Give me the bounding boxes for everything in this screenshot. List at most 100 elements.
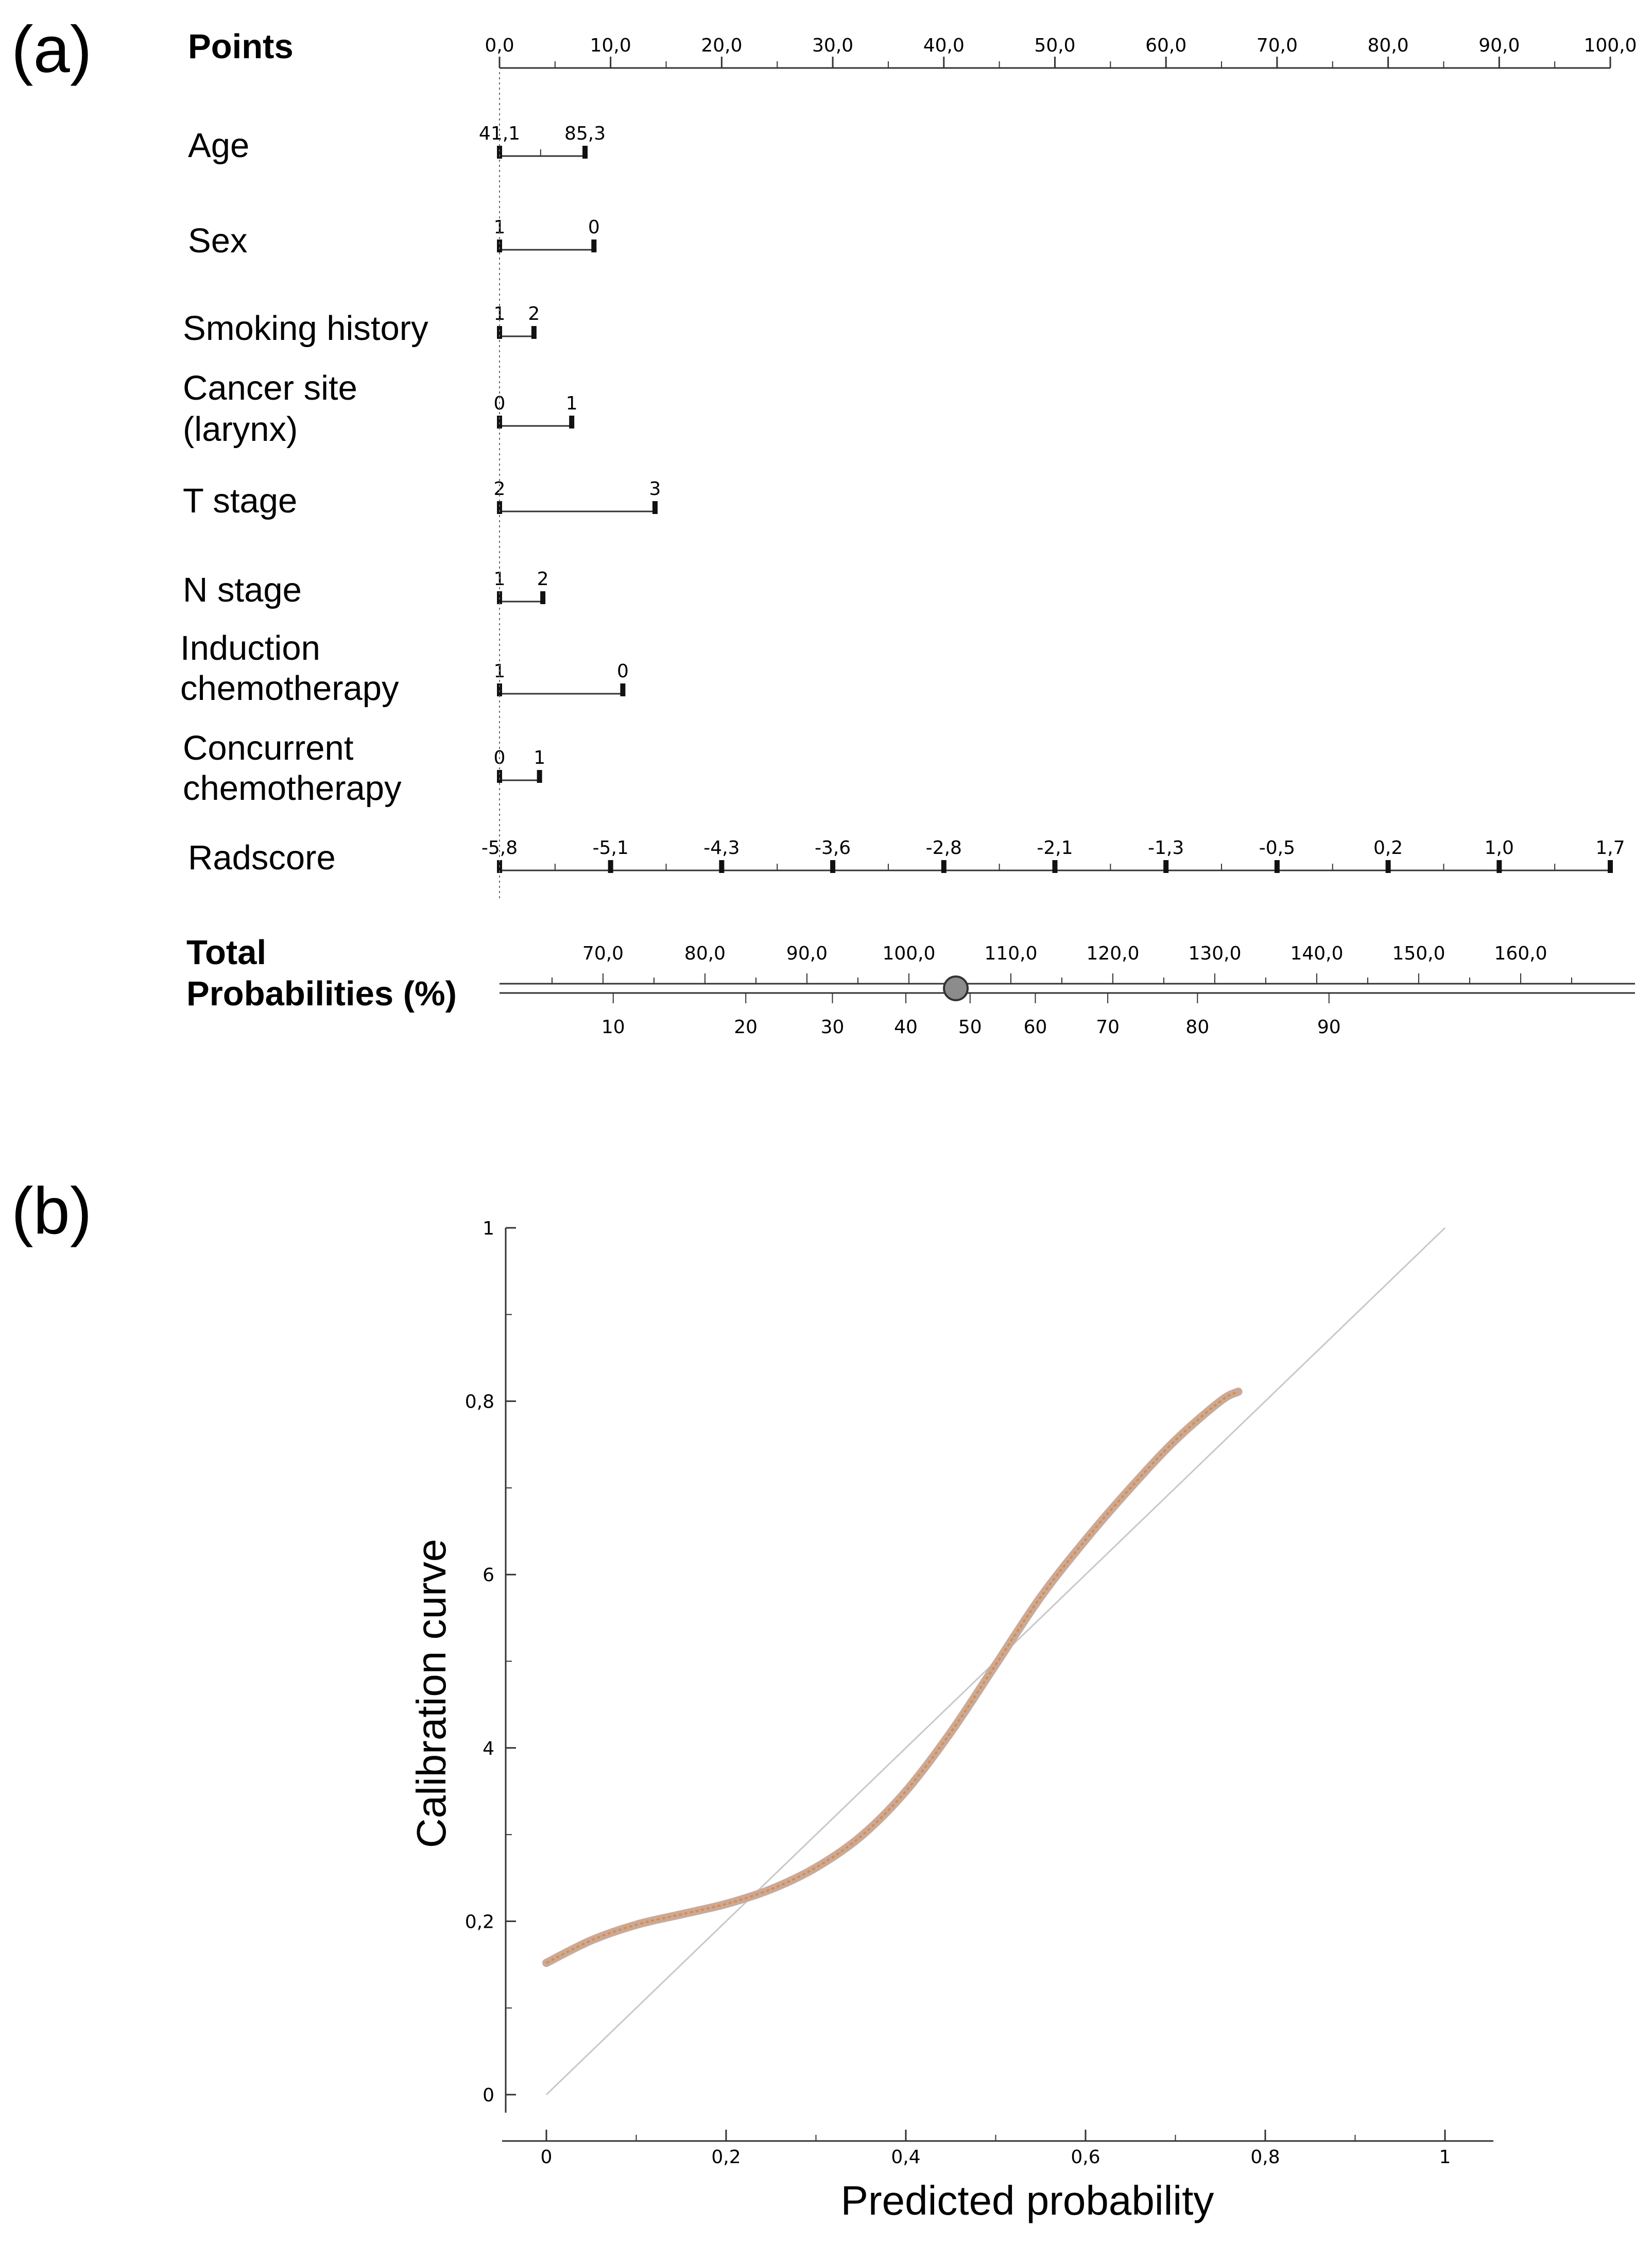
- total-tick-label: 160,0: [1494, 943, 1547, 964]
- row-cancer-site-larynx-tick: [497, 416, 502, 429]
- row-n-stage-label-line: N stage: [183, 571, 302, 609]
- row-concurrent-chemotherapy-label-line: chemotherapy: [183, 769, 402, 808]
- row-radscore-tick: [941, 860, 947, 873]
- row-concurrent-chemotherapy-tick: [537, 770, 542, 783]
- row-concurrent-chemotherapy-label-line: Concurrent: [183, 729, 354, 767]
- row-points-tick-label: 100,0: [1584, 35, 1637, 56]
- x-axis-title: Predicted probability: [841, 2178, 1214, 2223]
- row-points-tick-label: 30,0: [812, 35, 853, 56]
- row-radscore-tick-label: -1,3: [1148, 837, 1184, 859]
- row-points-label-line: Points: [188, 27, 294, 66]
- row-sex-label: Sex: [188, 221, 247, 260]
- probability-tick-label: 70: [1096, 1017, 1120, 1038]
- row-sex-tick: [497, 239, 502, 252]
- row-induction-chemotherapy-label-line: chemotherapy: [180, 669, 399, 708]
- row-cancer-site-larynx: Cancer site (larynx)0 1: [183, 369, 578, 449]
- probability-tick-label: 20: [734, 1017, 758, 1038]
- row-induction-chemotherapy: Induction chemotherapy 1 0: [180, 629, 629, 708]
- row-radscore-tick: [830, 860, 836, 873]
- row-radscore-tick: [1274, 860, 1280, 873]
- x-tick-label: 0,8: [1250, 2147, 1280, 2168]
- row-radscore-tick: [1385, 860, 1391, 873]
- row-smoking-history-tick: [531, 326, 537, 339]
- row-cancer-site-larynx-label: Cancer site (larynx): [183, 369, 357, 449]
- row-radscore-tick-label: 1,7: [1595, 837, 1625, 859]
- row-age-tick: [497, 146, 502, 159]
- probability-tick-label: 40: [894, 1017, 918, 1038]
- row-smoking-history-label-line: Smoking history: [183, 309, 428, 348]
- total-axis-title-line: Total: [186, 933, 266, 972]
- total-tick-label: 80,0: [684, 943, 726, 964]
- row-radscore-label: Radscore: [188, 838, 336, 877]
- calibration-curve-line: [546, 1391, 1239, 1964]
- probability-tick-label: 60: [1024, 1017, 1047, 1038]
- row-n-stage: N stage 1 2: [183, 569, 549, 609]
- row-radscore-tick-label: -4,3: [703, 837, 739, 859]
- total-tick-label: 120,0: [1086, 943, 1139, 964]
- x-tick-label: 0,2: [711, 2147, 741, 2168]
- row-sex-tick-label: 0: [588, 217, 600, 238]
- total-tick-label: 150,0: [1392, 943, 1445, 964]
- row-t-stage-label-line: T stage: [183, 482, 297, 520]
- total-probability-axis: Total Probabilities (%) 70,0 80,0 90,0 100,0 1…: [186, 933, 1635, 1038]
- calibration-chart: 0 0,2 0,4 0,6 0,8 1 0 0,2 4 6 0,8 1 Predicted probab…: [408, 1218, 1493, 2223]
- total-tick-label: 100,0: [882, 943, 935, 964]
- row-radscore-tick: [1496, 860, 1502, 873]
- row-concurrent-chemotherapy-tick: [497, 770, 502, 783]
- row-radscore-tick-label: -3,6: [815, 837, 851, 859]
- x-tick-label: 0,4: [891, 2147, 920, 2168]
- row-t-stage-tick: [652, 501, 658, 514]
- total-axis-title: Total Probabilities (%): [186, 933, 457, 1013]
- row-age-label: Age: [188, 126, 249, 165]
- row-t-stage-tick-label: 2: [494, 478, 506, 500]
- x-tick-label: 0: [541, 2147, 553, 2168]
- row-smoking-history-tick: [497, 326, 502, 339]
- row-induction-chemotherapy-tick: [620, 683, 626, 696]
- y-tick-label: 0: [483, 2085, 494, 2106]
- total-tick-label: 110,0: [984, 943, 1037, 964]
- row-smoking-history: Smoking history 1 2: [183, 303, 540, 348]
- row-t-stage: T stage 2 3: [183, 478, 661, 520]
- row-t-stage-tick-label: 3: [649, 478, 661, 500]
- total-axis-title-line: Probabilities (%): [186, 974, 457, 1013]
- row-n-stage-tick: [540, 591, 546, 604]
- row-radscore-tick: [608, 860, 613, 873]
- row-age: Age 41,1 85,3: [188, 123, 606, 165]
- x-tick-label: 1: [1439, 2147, 1451, 2168]
- row-induction-chemotherapy-tick-label: 0: [617, 661, 629, 682]
- row-radscore: Radscore -5,8 -5,1 -4,3 -3,6 -2,8 -2,1 -1,3 -0,5…: [188, 837, 1625, 877]
- y-tick-label: 0,2: [465, 1911, 494, 1932]
- row-induction-chemotherapy-tick: [497, 683, 502, 696]
- probability-tick-label: 80: [1185, 1017, 1209, 1038]
- row-smoking-history-tick-label: 2: [528, 303, 540, 324]
- row-radscore-tick: [1052, 860, 1058, 873]
- probability-tick-label: 30: [821, 1017, 845, 1038]
- row-t-stage-label: T stage: [183, 482, 297, 520]
- row-radscore-tick-label: 1,0: [1485, 837, 1514, 859]
- row-radscore-tick-label: -5,1: [593, 837, 629, 859]
- row-points-tick-label: 50,0: [1034, 35, 1075, 56]
- calibration-curve-band: [542, 1387, 1243, 1967]
- y-tick-label: 6: [483, 1565, 494, 1586]
- total-tick-label: 130,0: [1188, 943, 1241, 964]
- row-radscore-tick: [1608, 860, 1613, 873]
- row-n-stage-tick-label: 1: [494, 569, 506, 590]
- row-points-tick-label: 80,0: [1368, 35, 1409, 56]
- row-radscore-tick-label: 0,2: [1373, 837, 1403, 859]
- row-radscore-tick: [719, 860, 725, 873]
- row-radscore-label-line: Radscore: [188, 838, 336, 877]
- row-n-stage-tick-label: 2: [537, 569, 549, 590]
- row-age-tick: [582, 146, 588, 159]
- row-concurrent-chemotherapy-label: Concurrent chemotherapy: [183, 729, 402, 808]
- row-sex-tick: [591, 239, 597, 252]
- row-induction-chemotherapy-label-line: Induction: [180, 629, 320, 667]
- probability-tick-label: 90: [1317, 1017, 1341, 1038]
- total-tick-label: 140,0: [1290, 943, 1343, 964]
- x-tick-label: 0,6: [1071, 2147, 1100, 2168]
- row-points-tick-label: 10,0: [590, 35, 631, 56]
- row-points-tick-label: 70,0: [1257, 35, 1298, 56]
- row-cancer-site-larynx-label-line: (larynx): [183, 410, 298, 449]
- panel-label-b: (b): [11, 1174, 92, 1248]
- panel-label-a: (a): [11, 13, 92, 87]
- total-tick-label: 70,0: [582, 943, 624, 964]
